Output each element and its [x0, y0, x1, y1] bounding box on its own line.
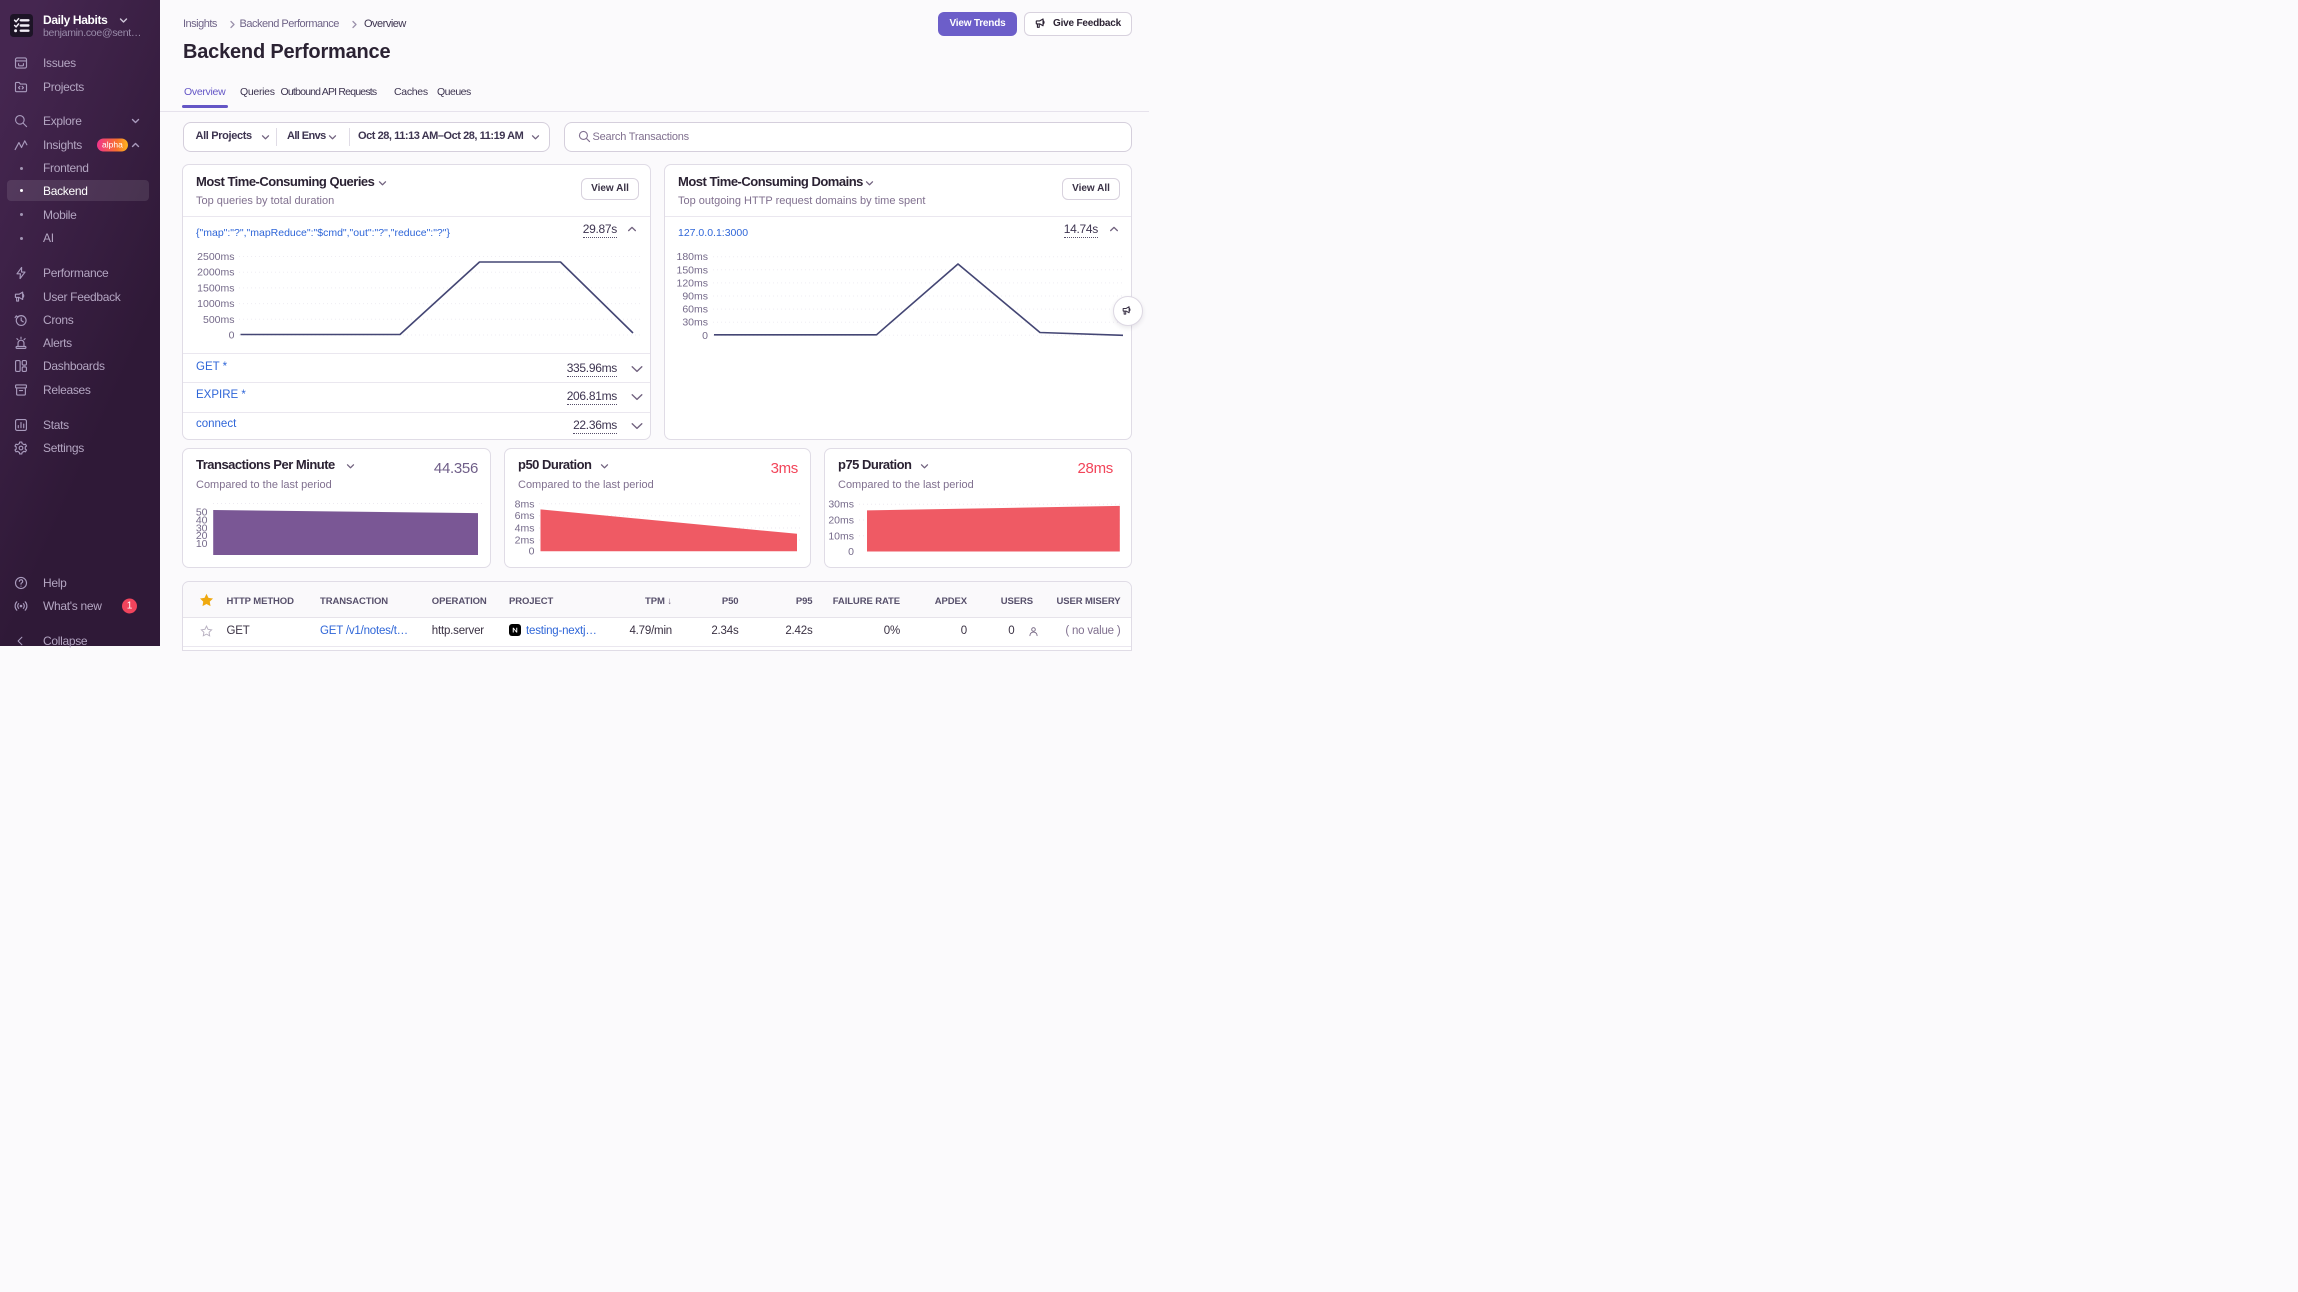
svg-text:40: 40	[196, 514, 208, 526]
svg-text:0: 0	[529, 546, 535, 558]
svg-text:20ms: 20ms	[828, 515, 854, 527]
svg-text:10ms: 10ms	[828, 530, 854, 542]
svg-text:8ms: 8ms	[515, 498, 535, 510]
svg-text:6ms: 6ms	[515, 510, 535, 522]
svg-text:60ms: 60ms	[682, 303, 708, 315]
svg-text:2000ms: 2000ms	[197, 266, 234, 278]
svg-text:20: 20	[196, 530, 208, 542]
svg-text:1000ms: 1000ms	[197, 298, 234, 310]
svg-text:150ms: 150ms	[676, 264, 708, 276]
svg-text:30ms: 30ms	[682, 316, 708, 328]
svg-text:180ms: 180ms	[676, 251, 708, 263]
svg-text:0: 0	[229, 329, 235, 341]
svg-text:4ms: 4ms	[515, 523, 535, 535]
svg-text:120ms: 120ms	[676, 277, 708, 289]
svg-text:1500ms: 1500ms	[197, 282, 234, 294]
svg-text:30: 30	[196, 522, 208, 534]
svg-text:0: 0	[702, 329, 708, 341]
svg-text:30ms: 30ms	[828, 499, 854, 511]
svg-text:2500ms: 2500ms	[197, 251, 234, 263]
svg-text:0: 0	[848, 546, 854, 558]
svg-text:50: 50	[196, 507, 208, 519]
svg-text:2ms: 2ms	[515, 535, 535, 547]
svg-text:500ms: 500ms	[203, 313, 235, 325]
svg-text:90ms: 90ms	[682, 290, 708, 302]
svg-text:10: 10	[196, 538, 208, 550]
